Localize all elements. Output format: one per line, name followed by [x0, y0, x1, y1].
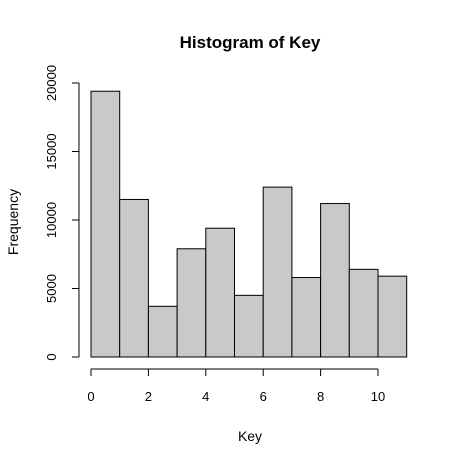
- y-tick-label: 10000: [44, 202, 59, 238]
- histogram-bar: [90, 90, 121, 358]
- y-tick-label: 5000: [44, 274, 59, 303]
- y-axis-label: Frequency: [5, 189, 21, 255]
- histogram-bar: [262, 186, 293, 358]
- x-axis-label: Key: [238, 428, 262, 444]
- x-tick-label: 0: [87, 389, 94, 404]
- histogram-bar: [176, 248, 207, 358]
- x-tick-label: 8: [317, 389, 324, 404]
- histogram-bar: [348, 268, 379, 358]
- histogram-bar: [205, 227, 236, 358]
- y-tick-label: 20000: [44, 65, 59, 101]
- chart-title: Histogram of Key: [180, 33, 321, 52]
- histogram-bar: [320, 203, 350, 358]
- y-tick-label: 0: [44, 353, 59, 360]
- y-axis: 0 5000 10000 15000 20000: [44, 65, 80, 361]
- histogram-bar: [147, 305, 178, 358]
- x-tick-label: 6: [260, 389, 267, 404]
- bars-group: [90, 90, 408, 358]
- histogram-bar: [291, 277, 322, 358]
- histogram-bar: [377, 275, 408, 358]
- x-tick-label: 2: [145, 389, 152, 404]
- x-tick-label: 4: [202, 389, 209, 404]
- x-axis: 0 2 4 6 8 10: [87, 368, 385, 404]
- x-tick-label: 10: [371, 389, 385, 404]
- histogram-bar: [234, 294, 264, 358]
- histogram-bar: [119, 198, 149, 358]
- y-tick-label: 15000: [44, 133, 59, 169]
